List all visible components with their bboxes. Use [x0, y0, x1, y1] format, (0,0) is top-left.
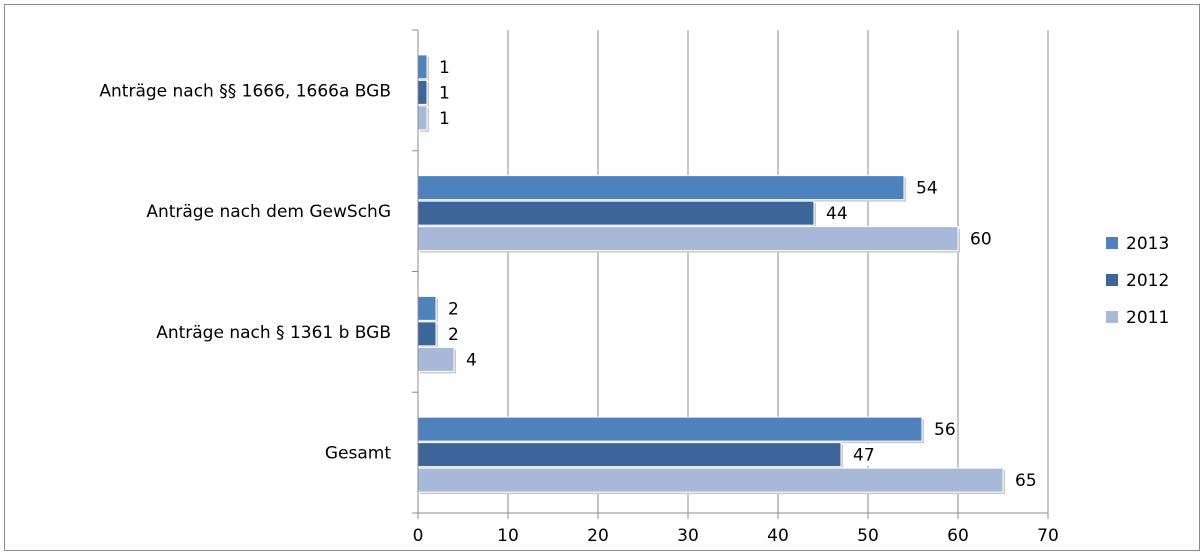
- legend-swatch: [1106, 274, 1118, 286]
- bar: [417, 467, 1004, 493]
- bar: [417, 200, 815, 226]
- data-label: 2: [448, 325, 459, 345]
- category-label: Anträge nach dem GewSchG: [146, 202, 391, 222]
- x-tick-label: 50: [857, 526, 879, 546]
- legend: 2013 2012 2011: [1106, 234, 1169, 328]
- x-tick-label: 30: [677, 526, 699, 546]
- data-label-bg: [444, 297, 461, 320]
- bar: [417, 295, 437, 321]
- bar: [417, 321, 437, 347]
- data-label: 44: [826, 204, 848, 224]
- data-label-bg: [435, 81, 452, 104]
- x-tick-label: 70: [1037, 526, 1059, 546]
- data-label: 65: [1015, 471, 1037, 491]
- data-label-bg: [444, 322, 461, 345]
- legend-label: 2011: [1126, 308, 1169, 328]
- data-label-bg: [966, 227, 993, 250]
- bar: [417, 175, 905, 201]
- data-label: 1: [439, 58, 450, 78]
- data-label: 1: [439, 109, 450, 129]
- bar: [417, 442, 842, 468]
- data-label: 60: [970, 230, 992, 250]
- data-label: 56: [934, 420, 956, 440]
- bar: [417, 346, 455, 372]
- category-label: Anträge nach §§ 1666, 1666a BGB: [99, 81, 391, 101]
- category-label: Gesamt: [325, 444, 391, 464]
- x-tick-label: 10: [497, 526, 519, 546]
- data-label: 2: [448, 299, 459, 319]
- legend-swatch: [1106, 311, 1118, 323]
- x-tick-label: 20: [587, 526, 609, 546]
- legend-label: 2012: [1126, 271, 1169, 291]
- data-label: 54: [916, 179, 938, 199]
- x-tick-label: 60: [947, 526, 969, 546]
- data-label-bg: [462, 348, 479, 371]
- data-label-bg: [822, 202, 849, 225]
- data-label: 1: [439, 83, 450, 103]
- data-label-bg: [930, 418, 957, 441]
- data-label: 4: [466, 350, 477, 370]
- legend-label: 2013: [1126, 234, 1169, 254]
- bar: [417, 416, 923, 442]
- category-label: Anträge nach § 1361 b BGB: [156, 323, 391, 343]
- bar: [417, 54, 428, 80]
- data-label-bg: [849, 443, 876, 466]
- data-label-bg: [912, 176, 939, 199]
- bar: [417, 105, 428, 131]
- data-label-bg: [435, 55, 452, 78]
- x-tick-label: 0: [413, 526, 424, 546]
- bars: [417, 54, 1005, 495]
- data-label: 47: [853, 446, 875, 466]
- bar: [417, 79, 428, 105]
- bar: [417, 226, 959, 252]
- x-tick-label: 40: [767, 526, 789, 546]
- data-label-bg: [1011, 469, 1038, 492]
- data-label-bg: [435, 106, 452, 129]
- axes: Anträge nach §§ 1666, 1666a BGB Anträge n…: [99, 29, 1059, 546]
- legend-swatch: [1106, 237, 1118, 249]
